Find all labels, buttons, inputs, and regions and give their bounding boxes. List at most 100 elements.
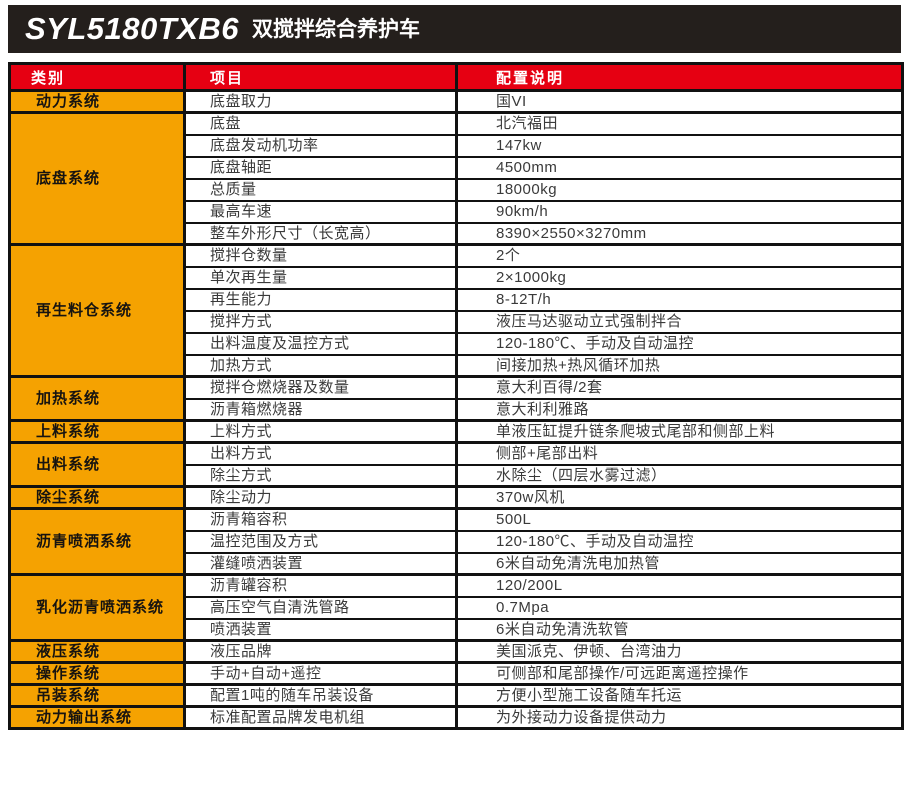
config-cell: 2×1000kg (455, 265, 904, 290)
config-cell: 147kw (455, 133, 904, 158)
item-cell: 温控范围及方式 (183, 529, 458, 554)
item-cell: 高压空气自清洗管路 (183, 595, 458, 620)
table-row: 灌缝喷洒装置 6米自动免清洗电加热管 (10, 551, 904, 576)
category-cell: 出料系统 (8, 441, 186, 488)
category-cell: 吊装系统 (8, 683, 186, 708)
config-cell: 意大利百得/2套 (455, 375, 904, 400)
config-cell: 8390×2550×3270mm (455, 221, 904, 246)
category-cell: 上料系统 (8, 419, 186, 444)
category-cell: 操作系统 (8, 661, 186, 686)
table-row: 底盘发动机功率 147kw (10, 133, 904, 158)
table-row: 吊装系统 配置1吨的随车吊装设备 方便小型施工设备随车托运 (8, 683, 904, 708)
table-row: 单次再生量 2×1000kg (10, 265, 904, 290)
table-row: 动力系统 底盘取力 国VI (8, 89, 904, 114)
config-cell: 6米自动免清洗软管 (455, 617, 904, 642)
config-cell: 侧部+尾部出料 (455, 441, 904, 466)
item-cell: 最高车速 (183, 199, 458, 224)
table-row: 液压系统 液压品牌 美国派克、伊顿、台湾油力 (8, 639, 904, 664)
config-cell: 意大利利雅路 (455, 397, 904, 422)
table-row: 最高车速 90km/h (10, 199, 904, 224)
item-cell: 再生能力 (183, 287, 458, 312)
config-cell: 可侧部和尾部操作/可远距离遥控操作 (455, 661, 904, 686)
model-code: SYL5180TXB6 (25, 10, 239, 46)
item-cell: 搅拌方式 (183, 309, 458, 334)
config-cell: 间接加热+热风循环加热 (455, 353, 904, 378)
category-cell: 动力系统 (8, 89, 186, 114)
item-cell: 沥青箱燃烧器 (183, 397, 458, 422)
item-cell: 底盘取力 (183, 89, 458, 114)
table-row: 整车外形尺寸（长宽高） 8390×2550×3270mm (10, 221, 904, 246)
item-cell: 底盘 (183, 111, 458, 136)
config-cell: 北汽福田 (455, 111, 904, 136)
item-cell: 搅拌仓数量 (183, 243, 458, 268)
config-cell: 8-12T/h (455, 287, 904, 312)
table-row: 喷洒装置 6米自动免清洗软管 (10, 617, 904, 642)
config-cell: 0.7Mpa (455, 595, 904, 620)
category-cell: 再生料仓系统 (8, 243, 186, 378)
config-cell: 方便小型施工设备随车托运 (455, 683, 904, 708)
item-cell: 底盘轴距 (183, 155, 458, 180)
item-cell: 总质量 (183, 177, 458, 202)
item-cell: 除尘动力 (183, 485, 458, 510)
config-cell: 18000kg (455, 177, 904, 202)
table-row: 再生能力 8-12T/h (10, 287, 904, 312)
table-row: 出料温度及温控方式 120-180℃、手动及自动温控 (10, 331, 904, 356)
table-row: 加热方式 间接加热+热风循环加热 (10, 353, 904, 378)
config-cell: 4500mm (455, 155, 904, 180)
category-cell: 液压系统 (8, 639, 186, 664)
category-cell: 底盘系统 (8, 111, 186, 246)
config-cell: 2个 (455, 243, 904, 268)
table-row: 除尘系统 除尘动力 370w风机 (8, 485, 904, 510)
category-cell: 加热系统 (8, 375, 186, 422)
item-cell: 沥青罐容积 (183, 573, 458, 598)
config-cell: 500L (455, 507, 904, 532)
column-header-category: 类别 (8, 62, 186, 92)
table-row: 再生料仓系统 搅拌仓数量 2个 (8, 243, 904, 378)
category-cell: 沥青喷洒系统 (8, 507, 186, 576)
table-row: 沥青箱燃烧器 意大利利雅路 (10, 397, 904, 422)
config-cell: 370w风机 (455, 485, 904, 510)
table-row: 温控范围及方式 120-180℃、手动及自动温控 (10, 529, 904, 554)
item-cell: 喷洒装置 (183, 617, 458, 642)
config-cell: 单液压缸提升链条爬坡式尾部和侧部上料 (455, 419, 904, 444)
item-cell: 出料方式 (183, 441, 458, 466)
item-cell: 手动+自动+遥控 (183, 661, 458, 686)
item-cell: 单次再生量 (183, 265, 458, 290)
item-cell: 搅拌仓燃烧器及数量 (183, 375, 458, 400)
table-row: 乳化沥青喷洒系统 沥青罐容积 120/200L (8, 573, 904, 642)
config-cell: 水除尘（四层水雾过滤） (455, 463, 904, 488)
item-cell: 整车外形尺寸（长宽高） (183, 221, 458, 246)
column-header-config: 配置说明 (455, 62, 904, 92)
category-cell: 除尘系统 (8, 485, 186, 510)
config-cell: 为外接动力设备提供动力 (455, 705, 904, 730)
spec-table-body: 动力系统 底盘取力 国VI 底盘系统 底盘 北汽福田 底盘发动机功率 147kw 底盘轴距 450… (8, 89, 904, 730)
config-cell: 120-180℃、手动及自动温控 (455, 331, 904, 356)
vehicle-type-title: 双搅拌综合养护车 (252, 17, 420, 41)
table-row: 动力输出系统 标准配置品牌发电机组 为外接动力设备提供动力 (8, 705, 904, 730)
config-cell: 120/200L (455, 573, 904, 598)
item-cell: 底盘发动机功率 (183, 133, 458, 158)
item-cell: 加热方式 (183, 353, 458, 378)
config-cell: 120-180℃、手动及自动温控 (455, 529, 904, 554)
item-cell: 上料方式 (183, 419, 458, 444)
item-cell: 沥青箱容积 (183, 507, 458, 532)
table-row: 操作系统 手动+自动+遥控 可侧部和尾部操作/可远距离遥控操作 (8, 661, 904, 686)
category-cell: 动力输出系统 (8, 705, 186, 730)
config-cell: 液压马达驱动立式强制拌合 (455, 309, 904, 334)
table-row: 沥青喷洒系统 沥青箱容积 500L (8, 507, 904, 576)
item-cell: 出料温度及温控方式 (183, 331, 458, 356)
category-cell: 乳化沥青喷洒系统 (8, 573, 186, 642)
table-row: 总质量 18000kg (10, 177, 904, 202)
config-cell: 90km/h (455, 199, 904, 224)
item-cell: 标准配置品牌发电机组 (183, 705, 458, 730)
table-row: 出料系统 出料方式 侧部+尾部出料 (8, 441, 904, 488)
table-row: 除尘方式 水除尘（四层水雾过滤） (10, 463, 904, 488)
item-cell: 液压品牌 (183, 639, 458, 664)
table-row: 高压空气自清洗管路 0.7Mpa (10, 595, 904, 620)
item-cell: 灌缝喷洒装置 (183, 551, 458, 576)
config-cell: 美国派克、伊顿、台湾油力 (455, 639, 904, 664)
table-row: 底盘轴距 4500mm (10, 155, 904, 180)
table-header-row: 类别 项目 配置说明 (8, 62, 904, 92)
item-cell: 除尘方式 (183, 463, 458, 488)
config-cell: 国VI (455, 89, 904, 114)
